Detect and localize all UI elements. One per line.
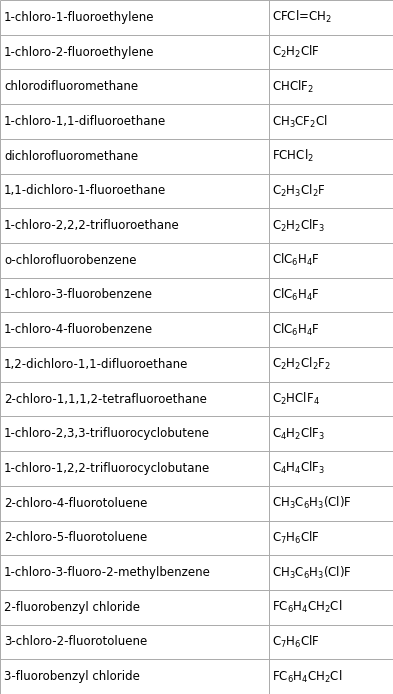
Text: chlorodifluoromethane: chlorodifluoromethane xyxy=(4,81,138,93)
Text: C$_2$HClF$_4$: C$_2$HClF$_4$ xyxy=(272,391,320,407)
Text: 1-chloro-2,2,2-trifluoroethane: 1-chloro-2,2,2-trifluoroethane xyxy=(4,219,180,232)
Text: CHClF$_2$: CHClF$_2$ xyxy=(272,78,314,95)
Text: ClC$_6$H$_4$F: ClC$_6$H$_4$F xyxy=(272,287,320,303)
Text: ClC$_6$H$_4$F: ClC$_6$H$_4$F xyxy=(272,321,320,338)
Text: C$_2$H$_3$Cl$_2$F: C$_2$H$_3$Cl$_2$F xyxy=(272,183,326,199)
Text: 2-fluorobenzyl chloride: 2-fluorobenzyl chloride xyxy=(4,601,140,613)
Text: 1-chloro-4-fluorobenzene: 1-chloro-4-fluorobenzene xyxy=(4,323,153,336)
Text: CH$_3$C$_6$H$_3$(Cl)F: CH$_3$C$_6$H$_3$(Cl)F xyxy=(272,495,352,511)
Text: 3-chloro-2-fluorotoluene: 3-chloro-2-fluorotoluene xyxy=(4,636,147,648)
Text: 2-chloro-4-fluorotoluene: 2-chloro-4-fluorotoluene xyxy=(4,497,147,509)
Text: FC$_6$H$_4$CH$_2$Cl: FC$_6$H$_4$CH$_2$Cl xyxy=(272,668,343,685)
Text: CH$_3$CF$_2$Cl: CH$_3$CF$_2$Cl xyxy=(272,113,328,130)
Text: 1-chloro-2,3,3-trifluorocyclobutene: 1-chloro-2,3,3-trifluorocyclobutene xyxy=(4,428,210,440)
Text: C$_7$H$_6$ClF: C$_7$H$_6$ClF xyxy=(272,634,320,650)
Text: dichlorofluoromethane: dichlorofluoromethane xyxy=(4,150,138,162)
Text: 1,2-dichloro-1,1-difluoroethane: 1,2-dichloro-1,1-difluoroethane xyxy=(4,358,188,371)
Text: C$_2$H$_2$ClF: C$_2$H$_2$ClF xyxy=(272,44,320,60)
Text: 1-chloro-2-fluoroethylene: 1-chloro-2-fluoroethylene xyxy=(4,46,154,58)
Text: 3-fluorobenzyl chloride: 3-fluorobenzyl chloride xyxy=(4,670,140,683)
Text: 1-chloro-3-fluorobenzene: 1-chloro-3-fluorobenzene xyxy=(4,289,153,301)
Text: 1-chloro-3-fluoro-2-methylbenzene: 1-chloro-3-fluoro-2-methylbenzene xyxy=(4,566,211,579)
Text: 1-chloro-1-fluoroethylene: 1-chloro-1-fluoroethylene xyxy=(4,11,154,24)
Text: 1-chloro-1,1-difluoroethane: 1-chloro-1,1-difluoroethane xyxy=(4,115,166,128)
Text: C$_2$H$_2$Cl$_2$F$_2$: C$_2$H$_2$Cl$_2$F$_2$ xyxy=(272,356,331,373)
Text: C$_2$H$_2$ClF$_3$: C$_2$H$_2$ClF$_3$ xyxy=(272,217,326,234)
Text: ClC$_6$H$_4$F: ClC$_6$H$_4$F xyxy=(272,252,320,269)
Text: CH$_3$C$_6$H$_3$(Cl)F: CH$_3$C$_6$H$_3$(Cl)F xyxy=(272,564,352,581)
Text: FC$_6$H$_4$CH$_2$Cl: FC$_6$H$_4$CH$_2$Cl xyxy=(272,599,343,616)
Text: C$_7$H$_6$ClF: C$_7$H$_6$ClF xyxy=(272,530,320,546)
Text: 2-chloro-5-fluorotoluene: 2-chloro-5-fluorotoluene xyxy=(4,532,147,544)
Text: 1,1-dichloro-1-fluoroethane: 1,1-dichloro-1-fluoroethane xyxy=(4,185,166,197)
Text: CFCl=CH$_2$: CFCl=CH$_2$ xyxy=(272,9,332,26)
Text: C$_4$H$_2$ClF$_3$: C$_4$H$_2$ClF$_3$ xyxy=(272,425,326,442)
Text: C$_4$H$_4$ClF$_3$: C$_4$H$_4$ClF$_3$ xyxy=(272,460,326,477)
Text: 1-chloro-1,2,2-trifluorocyclobutane: 1-chloro-1,2,2-trifluorocyclobutane xyxy=(4,462,210,475)
Text: FCHCl$_2$: FCHCl$_2$ xyxy=(272,148,314,164)
Text: 2-chloro-1,1,1,2-tetrafluoroethane: 2-chloro-1,1,1,2-tetrafluoroethane xyxy=(4,393,207,405)
Text: o-chlorofluorobenzene: o-chlorofluorobenzene xyxy=(4,254,136,266)
